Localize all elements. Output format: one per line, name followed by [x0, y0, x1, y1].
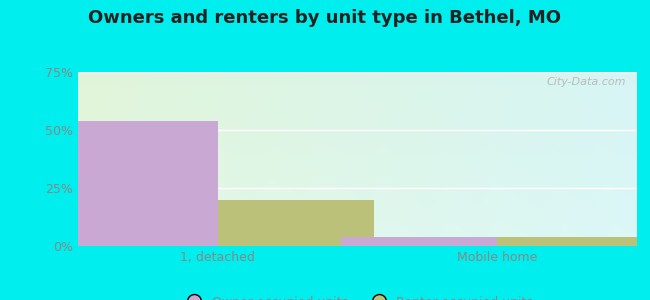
Bar [218, 200, 374, 246]
Bar [341, 237, 497, 246]
Text: City-Data.com: City-Data.com [546, 77, 626, 87]
Bar [61, 121, 218, 246]
Legend: Owner occupied units, Renter occupied units: Owner occupied units, Renter occupied un… [177, 290, 538, 300]
Bar [497, 237, 650, 246]
Text: Owners and renters by unit type in Bethel, MO: Owners and renters by unit type in Bethe… [88, 9, 562, 27]
